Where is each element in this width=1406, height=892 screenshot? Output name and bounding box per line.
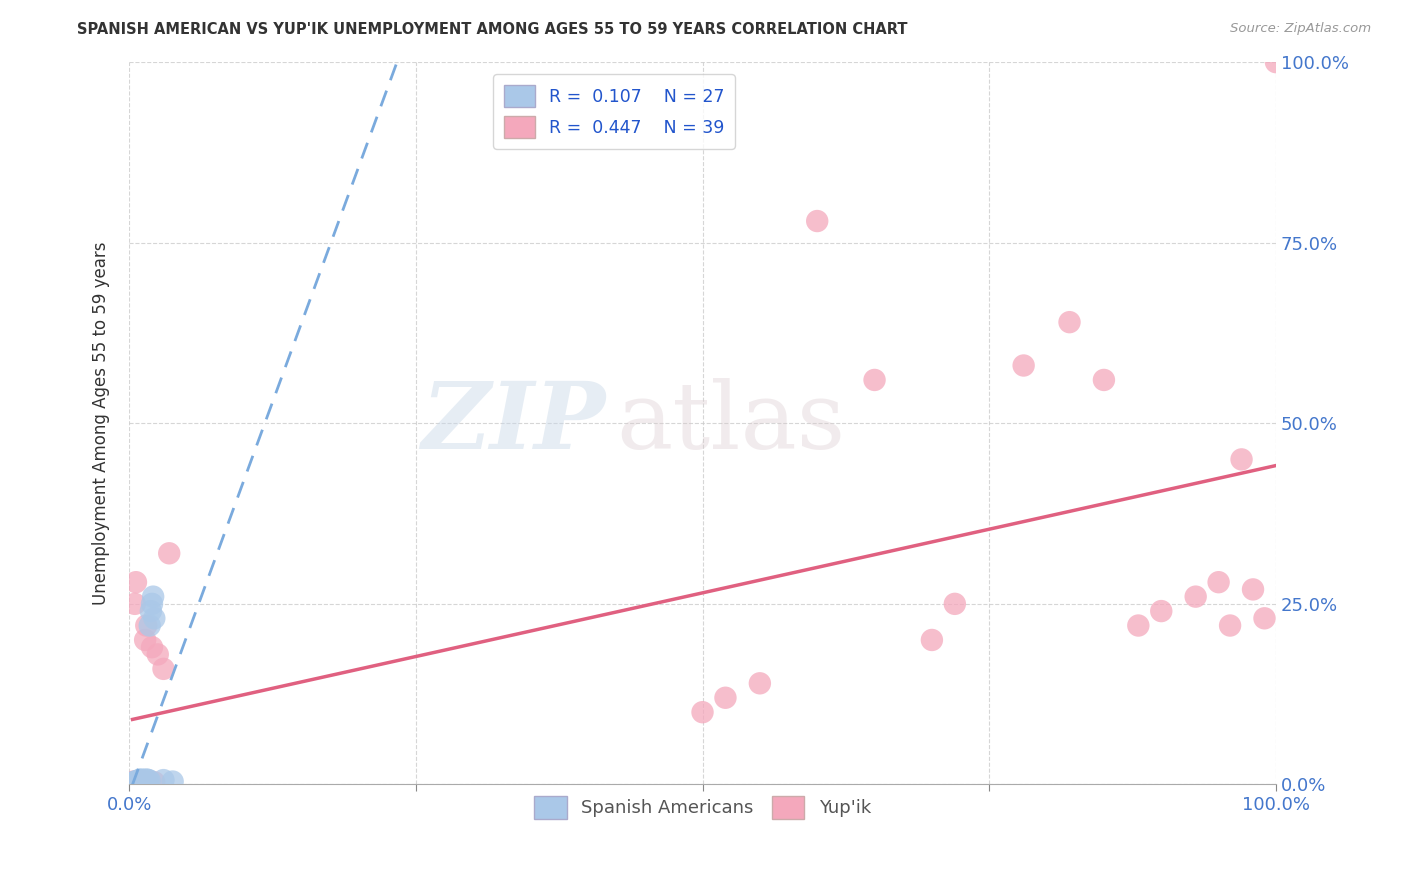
Point bbox=[132, 774, 155, 789]
Point bbox=[127, 773, 149, 788]
Point bbox=[139, 604, 162, 618]
Point bbox=[127, 775, 149, 789]
Point bbox=[748, 676, 770, 690]
Point bbox=[128, 774, 150, 789]
Point bbox=[124, 597, 146, 611]
Point bbox=[136, 774, 159, 789]
Point bbox=[1128, 618, 1150, 632]
Y-axis label: Unemployment Among Ages 55 to 59 years: Unemployment Among Ages 55 to 59 years bbox=[93, 242, 110, 605]
Point bbox=[125, 775, 148, 789]
Point bbox=[124, 774, 146, 789]
Point bbox=[135, 775, 157, 789]
Point bbox=[1059, 315, 1081, 329]
Point bbox=[135, 772, 157, 787]
Point bbox=[143, 611, 166, 625]
Point bbox=[129, 775, 152, 789]
Point bbox=[136, 774, 159, 789]
Point bbox=[142, 590, 165, 604]
Text: Source: ZipAtlas.com: Source: ZipAtlas.com bbox=[1230, 22, 1371, 36]
Point bbox=[134, 632, 156, 647]
Text: atlas: atlas bbox=[616, 378, 846, 468]
Point bbox=[152, 773, 174, 788]
Point bbox=[128, 773, 150, 788]
Point bbox=[714, 690, 737, 705]
Point bbox=[127, 775, 149, 789]
Point bbox=[152, 662, 174, 676]
Point bbox=[135, 618, 157, 632]
Point bbox=[134, 773, 156, 788]
Point bbox=[138, 618, 160, 632]
Point bbox=[1253, 611, 1275, 625]
Point bbox=[1241, 582, 1264, 597]
Point bbox=[162, 774, 184, 789]
Point bbox=[692, 705, 714, 719]
Point bbox=[141, 597, 163, 611]
Point bbox=[1012, 359, 1035, 373]
Point bbox=[146, 648, 169, 662]
Point bbox=[1219, 618, 1241, 632]
Point bbox=[129, 774, 152, 789]
Point bbox=[138, 773, 160, 788]
Point bbox=[121, 775, 143, 789]
Point bbox=[141, 640, 163, 655]
Text: ZIP: ZIP bbox=[420, 378, 605, 468]
Point bbox=[138, 773, 160, 788]
Point bbox=[122, 774, 145, 789]
Point bbox=[1184, 590, 1206, 604]
Point bbox=[1265, 55, 1288, 70]
Point bbox=[122, 775, 145, 789]
Point bbox=[129, 772, 152, 787]
Point bbox=[132, 773, 155, 788]
Point bbox=[1230, 452, 1253, 467]
Point bbox=[132, 775, 155, 789]
Point bbox=[806, 214, 828, 228]
Point bbox=[132, 775, 155, 789]
Point bbox=[143, 775, 166, 789]
Text: SPANISH AMERICAN VS YUP'IK UNEMPLOYMENT AMONG AGES 55 TO 59 YEARS CORRELATION CH: SPANISH AMERICAN VS YUP'IK UNEMPLOYMENT … bbox=[77, 22, 908, 37]
Point bbox=[127, 774, 149, 789]
Point bbox=[127, 773, 149, 788]
Point bbox=[131, 773, 153, 788]
Point bbox=[125, 575, 148, 590]
Point bbox=[131, 773, 153, 788]
Point bbox=[943, 597, 966, 611]
Point bbox=[921, 632, 943, 647]
Point bbox=[1150, 604, 1173, 618]
Point bbox=[1092, 373, 1115, 387]
Point bbox=[157, 546, 180, 560]
Point bbox=[1208, 575, 1230, 590]
Point bbox=[132, 774, 155, 789]
Legend: Spanish Americans, Yup'ik: Spanish Americans, Yup'ik bbox=[527, 789, 877, 826]
Point bbox=[863, 373, 886, 387]
Point bbox=[121, 776, 143, 790]
Point bbox=[135, 775, 157, 789]
